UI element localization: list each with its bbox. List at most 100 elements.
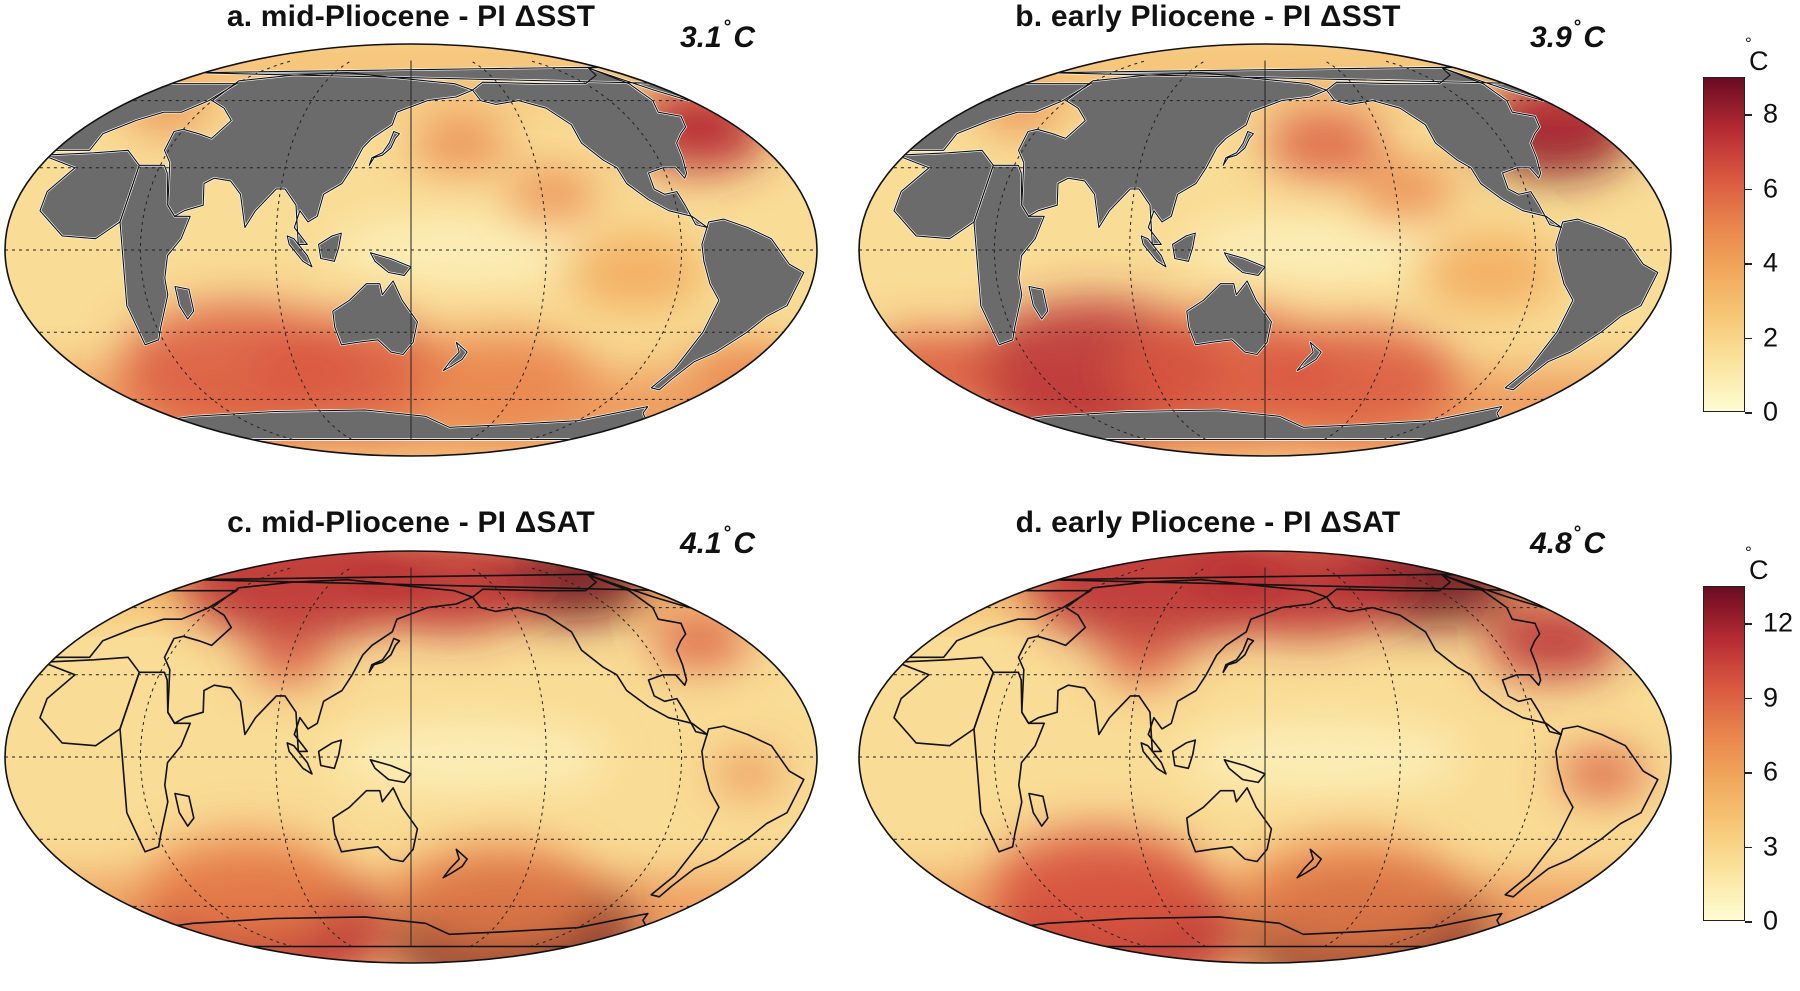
anomaly-blob (713, 754, 784, 794)
coastline-madagascar (1028, 285, 1049, 320)
longitude-line (139, 567, 293, 947)
landmass-nz (1296, 848, 1322, 879)
colorbar-sat-tick-label: 6 (1763, 756, 1779, 787)
panel-a-mean: 3.1 °C (680, 17, 755, 54)
coastline-africa-east (973, 164, 1045, 346)
landmass-japan (1222, 637, 1255, 674)
coastline-nz (442, 341, 468, 372)
land (892, 65, 1659, 441)
landmass-north-america (1325, 574, 1563, 736)
coastline-north-america (1325, 67, 1562, 229)
coastline-sumatra (286, 235, 313, 268)
anomaly-blob (1419, 234, 1560, 312)
longitude-line (993, 567, 1147, 947)
anomaly-blob (860, 329, 1001, 407)
longitude-line (1129, 567, 1207, 947)
panel-a-mean-unit: C (733, 21, 755, 54)
coastline-australia (1186, 280, 1272, 356)
colorbar-sat-tick (1745, 623, 1752, 625)
map-panel-b (858, 43, 1672, 457)
anomaly-blob (1264, 110, 1385, 177)
anomaly-blob (565, 234, 706, 312)
colorbar-sat-gradient (1703, 586, 1745, 921)
panel-a-title: a. mid-Pliocene - PI ΔSST (226, 0, 596, 33)
panel-c-mean-unit: C (733, 527, 755, 560)
anomaly-blob (412, 329, 593, 429)
colorbar-sat-tick (1745, 772, 1752, 774)
colorbar-sat-tick-label: 0 (1763, 905, 1779, 936)
coastline-madagascar (174, 285, 195, 320)
longitude-line (275, 567, 353, 947)
map-field (5, 44, 817, 456)
coastline-europe-west (46, 83, 238, 151)
landmass-madagascar (1028, 792, 1049, 827)
landmass-new-guinea (369, 759, 412, 784)
landmass-eurasia-east (1017, 578, 1328, 753)
longitude-line (529, 60, 683, 440)
panel-d-mean-value: 4.8 (1530, 527, 1572, 560)
panel-c-title: c. mid-Pliocene - PI ΔSAT (227, 506, 595, 539)
coastline-australia (332, 280, 418, 356)
colorbar-sat-tick (1745, 921, 1752, 923)
panel-a-mean-value: 3.1 (680, 21, 722, 54)
anomaly-blob (989, 825, 1210, 947)
graticule (859, 60, 1671, 440)
landmass-africa-east (973, 671, 1045, 853)
landmass-new-guinea (1223, 759, 1266, 784)
colorbar-sst-tick (1745, 114, 1752, 116)
landmass-borneo (1171, 739, 1197, 770)
landmass-north-america (471, 574, 709, 736)
map-frame (858, 43, 1672, 457)
anomaly-blob (1242, 836, 1463, 958)
landmass-nz (442, 848, 468, 879)
anomaly-blob (145, 831, 346, 942)
longitude-line (469, 567, 547, 947)
panel-b-mean-value: 3.9 (1530, 21, 1572, 54)
colorbar-sst-tick (1745, 263, 1752, 265)
panel-d-mean: 4.8 °C (1530, 523, 1605, 560)
coastline-eurasia-east (1017, 72, 1328, 245)
landmass-australia (332, 787, 419, 863)
landmass-borneo (317, 739, 343, 770)
landmass-south-america (1504, 725, 1659, 898)
longitude-line (993, 60, 1147, 440)
anomaly-blobs (860, 77, 1634, 443)
panel-d-title: d. early Pliocene - PI ΔSAT (1015, 506, 1401, 539)
anomaly-blob (1483, 602, 1624, 680)
coastline-africa-east (119, 164, 191, 346)
colorbar-sst-tick-label: 6 (1763, 173, 1779, 204)
longitude-line (469, 60, 547, 440)
landmass-sumatra (1140, 742, 1167, 775)
map-field (859, 44, 1671, 456)
anomaly-blob (398, 841, 599, 952)
panel-b-title: b. early Pliocene - PI ΔSST (1015, 0, 1401, 33)
anomaly-blob (649, 613, 750, 669)
map-frame (4, 43, 818, 457)
anomaly-blob (361, 551, 542, 634)
longitude-line (529, 567, 683, 947)
panel-b-mean: 3.9 °C (1530, 17, 1605, 54)
colorbar-sst-tick-label: 2 (1763, 322, 1779, 353)
coastline-borneo (1172, 232, 1196, 262)
graticule (859, 567, 1671, 947)
map-frame (4, 550, 818, 964)
longitude-line (1129, 60, 1207, 440)
coastline-japan (1222, 130, 1254, 166)
colorbar-sst-tick-label: 8 (1763, 98, 1779, 129)
anomaly-blob (1024, 551, 1285, 649)
map-field (5, 551, 817, 963)
land (38, 65, 805, 441)
colorbar-sst-gradient (1703, 77, 1745, 412)
graticule (5, 567, 817, 947)
coastline-new-guinea (1223, 252, 1266, 276)
colorbar-sat-tick-label: 9 (1763, 682, 1779, 713)
panel-c-mean: 4.1 °C (680, 523, 755, 560)
coastline-north-america (471, 67, 708, 229)
landmass-sumatra (286, 742, 313, 775)
map-panel-a (4, 43, 818, 457)
longitude-line (1323, 60, 1401, 440)
longitude-line (275, 60, 353, 440)
colorbar-sst-tick-label: 0 (1763, 396, 1779, 427)
colorbar-sat-tick-label: 12 (1763, 607, 1794, 638)
colorbar-sst-tick-label: 4 (1763, 247, 1779, 278)
